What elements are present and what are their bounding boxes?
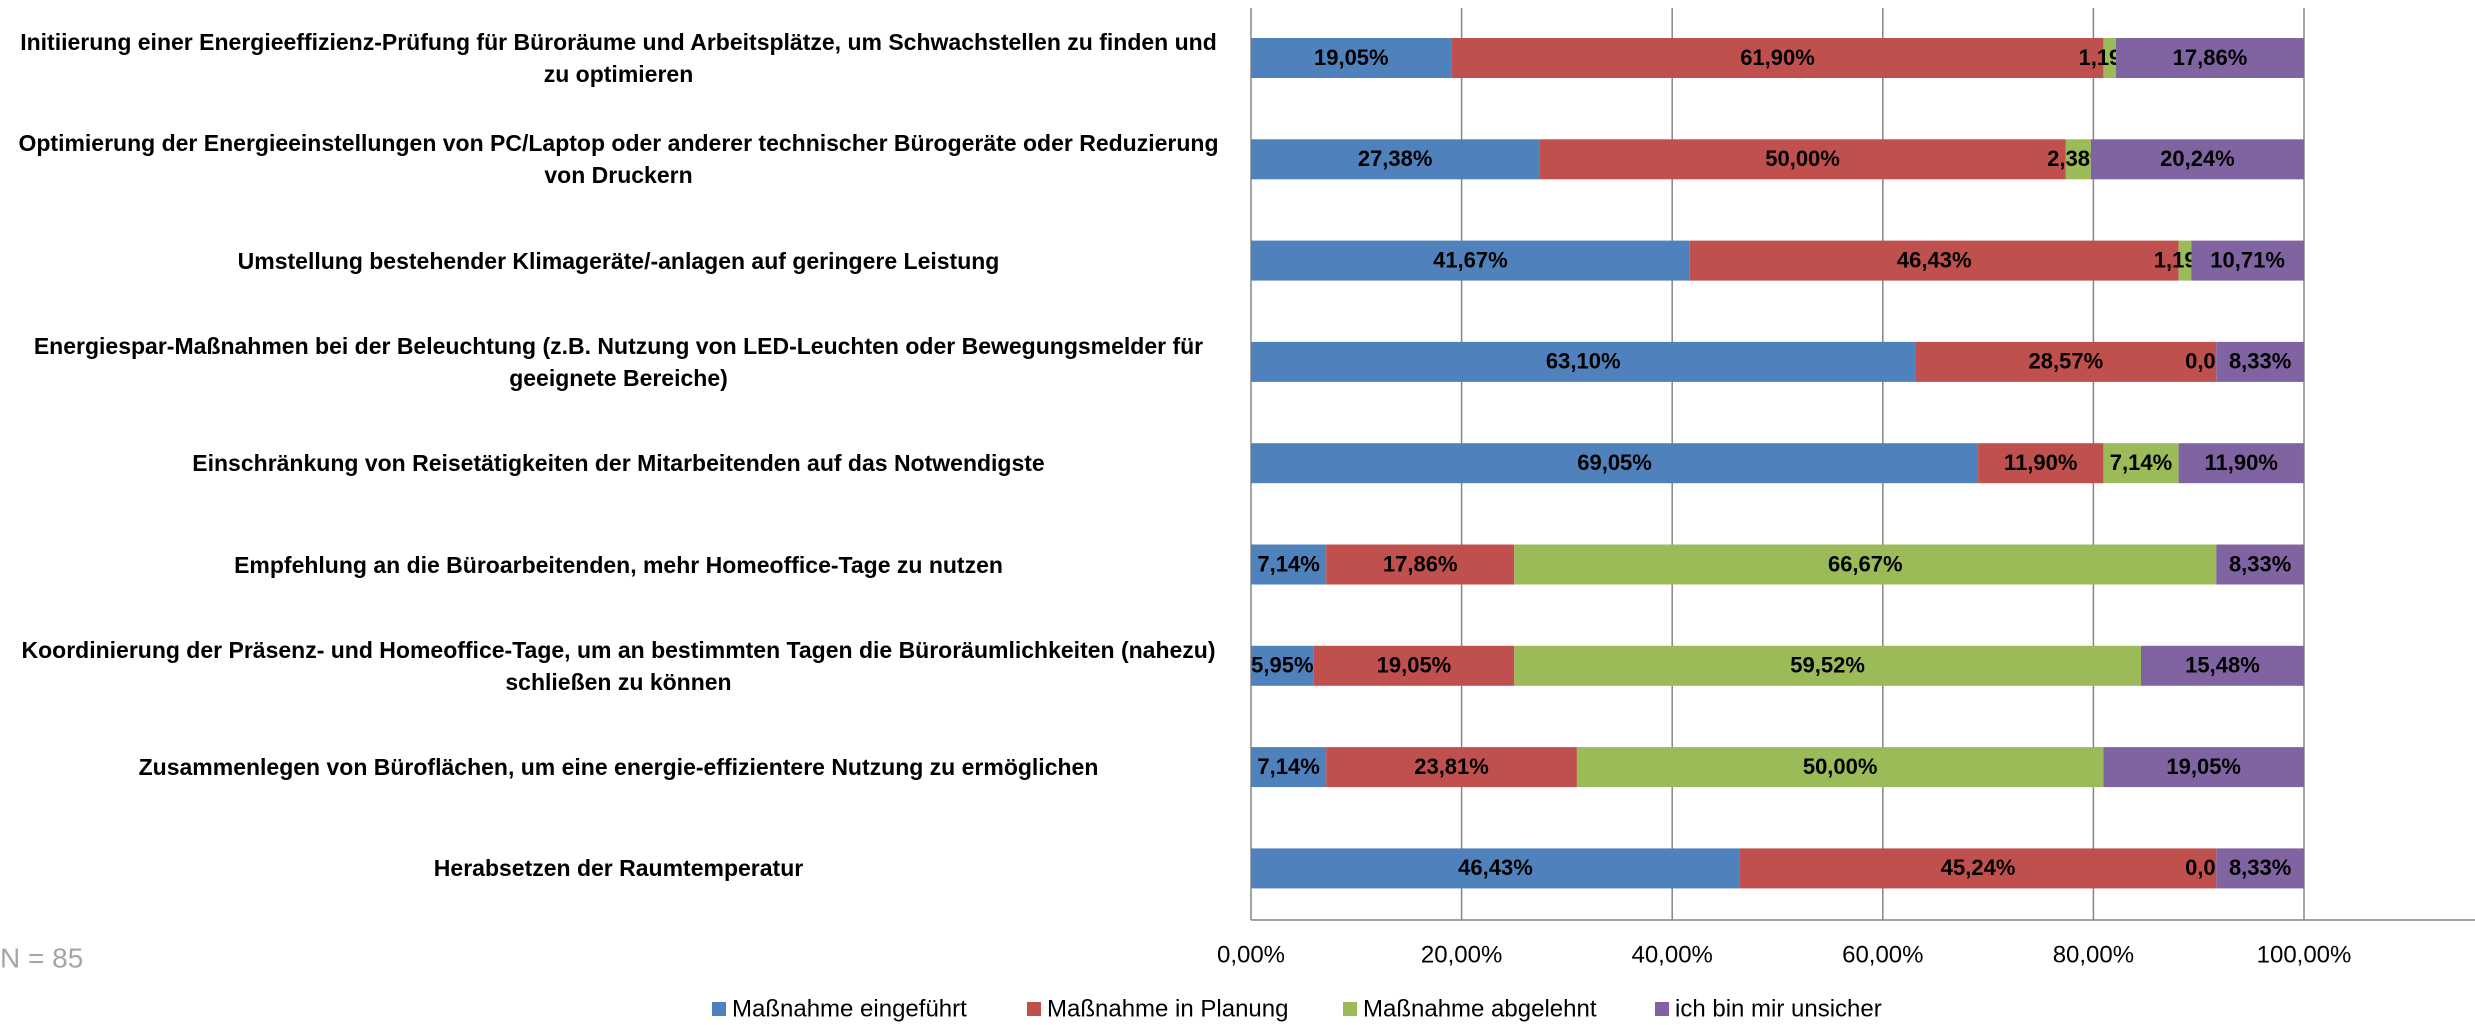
bar-segment: [1251, 645, 1314, 686]
legend-swatch: [712, 1002, 726, 1016]
data-label: 46,43%: [1458, 855, 1533, 880]
data-label: 10,71%: [2210, 247, 2285, 272]
data-label: 61,90%: [1740, 45, 1815, 70]
bar-segment: [2115, 38, 2304, 78]
y-tick-label: Energiespar-Maßnahmen bei der Beleuchtun…: [33, 332, 1204, 391]
bar-segment: [1739, 848, 2217, 889]
data-label: 59,52%: [1790, 653, 1865, 678]
bar-segment: [1251, 848, 1740, 889]
bar-segment: [2090, 139, 2304, 180]
data-label: 63,10%: [1546, 349, 1621, 374]
legend-label: ich bin mir unsicher: [1675, 995, 1882, 1022]
data-label: 27,38%: [1358, 146, 1433, 171]
data-label: 8,33%: [2229, 551, 2291, 576]
annotation: N = 85: [0, 942, 83, 973]
data-label: 41,67%: [1433, 247, 1508, 272]
bar-segment: [1251, 240, 1690, 281]
bar-segment: [1326, 747, 1577, 788]
bar-segment: [1539, 139, 2066, 180]
y-tick-label: Einschränkung von Reisetätigkeiten der M…: [192, 450, 1045, 477]
legend-swatch: [1655, 1002, 1669, 1016]
bar-segment: [2178, 443, 2304, 484]
data-label: 11,90%: [2205, 450, 2278, 475]
bar-segment: [2178, 240, 2192, 281]
bar-segment: [2103, 38, 2116, 78]
bar-segment: [1313, 645, 1515, 686]
legend-label: Maßnahme eingeführt: [732, 995, 967, 1022]
x-tick-label: 100,00%: [2257, 941, 2352, 968]
data-label: 5,95%: [1251, 653, 1313, 678]
y-tick-label: Empfehlung an die Büroarbeitenden, mehr …: [234, 551, 1003, 578]
bar-segment: [2065, 139, 2091, 180]
bar-segment: [1251, 443, 1979, 484]
bar-segment: [1251, 747, 1327, 788]
y-tick-label: Umstellung bestehender Klimageräte/-anla…: [237, 247, 1000, 274]
data-label: 17,86%: [2173, 45, 2248, 70]
y-tick-label: Optimierung der Energieeinstellungen von…: [18, 130, 1219, 189]
data-label: 23,81%: [1414, 754, 1489, 779]
data-label: 66,67%: [1828, 551, 1903, 576]
x-tick-label: 20,00%: [1421, 941, 1502, 968]
bar-segment: [1915, 341, 2217, 382]
legend-swatch: [1343, 1002, 1357, 1016]
bar-segment: [1251, 38, 1452, 78]
bar-segment: [1251, 341, 1916, 382]
data-label: 69,05%: [1577, 450, 1652, 475]
data-label: 50,00%: [1803, 754, 1878, 779]
bar-segment: [2103, 747, 2304, 788]
x-tick-label: 80,00%: [2053, 941, 2134, 968]
bar-segment: [2103, 443, 2179, 484]
data-label: 8,33%: [2229, 349, 2291, 374]
bar-segment: [1451, 38, 2104, 78]
data-label: 20,24%: [2160, 146, 2235, 171]
y-tick-label: Zusammenlegen von Büroflächen, um eine e…: [138, 754, 1099, 781]
y-tick-label: Koordinierung der Präsenz- und Homeoffic…: [21, 636, 1216, 695]
data-label: 15,48%: [2185, 653, 2260, 678]
data-label: 11,90%: [2004, 450, 2077, 475]
x-tick-label: 0,00%: [1217, 941, 1285, 968]
bar-segment: [1514, 544, 2217, 585]
bar-segment: [2216, 341, 2304, 382]
data-label: 19,05%: [1314, 45, 1389, 70]
y-tick-label: Herabsetzen der Raumtemperatur: [433, 855, 804, 882]
data-label: 46,43%: [1897, 247, 1972, 272]
legend-label: Maßnahme in Planung: [1047, 995, 1288, 1022]
data-label: 8,33%: [2229, 855, 2291, 880]
y-tick-label: Initiierung einer Energieeffizienz-Prüfu…: [20, 29, 1217, 87]
data-label: 19,05%: [1377, 653, 1452, 678]
data-label: 28,57%: [2029, 349, 2104, 374]
bar-segment: [1689, 240, 2179, 281]
legend-label: Maßnahme abgelehnt: [1363, 995, 1597, 1022]
data-label: 7,14%: [2110, 450, 2172, 475]
data-label: 19,05%: [2166, 754, 2241, 779]
data-label: 7,14%: [1257, 551, 1319, 576]
data-label: 17,86%: [1383, 551, 1458, 576]
bar-segment: [1978, 443, 2104, 484]
x-tick-label: 60,00%: [1842, 941, 1923, 968]
data-label: 7,14%: [1257, 754, 1319, 779]
bar-segment: [1576, 747, 2104, 788]
bar-segment: [1251, 139, 1540, 180]
data-label: 50,00%: [1765, 146, 1840, 171]
legend-swatch: [1027, 1002, 1041, 1016]
bar-segment: [1251, 544, 1327, 585]
bar-segment: [2140, 645, 2304, 686]
bar-segment: [1514, 645, 2141, 686]
data-label: 45,24%: [1941, 855, 2016, 880]
bar-segment: [2216, 848, 2304, 889]
x-tick-label: 40,00%: [1631, 941, 1712, 968]
bar-segment: [2216, 544, 2304, 585]
bar-segment: [2191, 240, 2304, 281]
bar-segment: [1326, 544, 1515, 585]
